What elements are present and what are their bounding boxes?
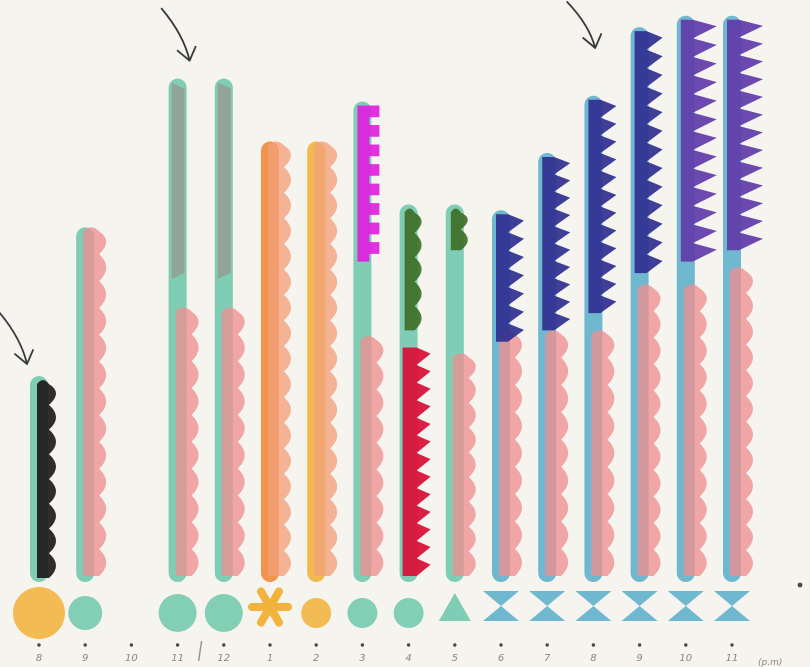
- wavy-overlay: [683, 284, 707, 576]
- tick-dot: [637, 643, 642, 647]
- top-accent: [727, 19, 763, 251]
- tick-dot: [175, 643, 180, 647]
- tick-label: 8: [36, 653, 42, 664]
- marker-circle: [393, 598, 424, 628]
- tick-dot: [499, 643, 503, 647]
- tick-label: 5: [452, 653, 458, 664]
- top-accent: [680, 19, 717, 262]
- tick-label: 3: [359, 653, 365, 664]
- marker-circle: [301, 598, 332, 628]
- annotation-layer: [0, 1, 603, 365]
- marker-bowtie: [714, 591, 750, 621]
- secondary-accent: [402, 347, 431, 576]
- marker-circle: [68, 596, 103, 630]
- tick-label: 2: [313, 653, 319, 664]
- tick-dot: [453, 643, 457, 647]
- wavy-overlay: [268, 141, 291, 576]
- x-axis-unit-label: (p.m): [758, 658, 782, 667]
- tick-dot: [684, 643, 688, 647]
- wavy-overlay: [221, 307, 245, 576]
- tick-label: 1: [267, 653, 273, 664]
- tick-label: 6: [498, 653, 504, 664]
- wavy-overlay: [637, 284, 661, 576]
- tick-dot: [129, 643, 134, 647]
- tick-dot: [545, 643, 549, 647]
- axis-end-dot: [797, 582, 803, 588]
- marker-triangle: [438, 593, 471, 621]
- tick-dot: [360, 643, 365, 647]
- tick-dot: [591, 643, 596, 647]
- tick-label: 8: [590, 653, 596, 664]
- arrow-annotation: [160, 7, 197, 62]
- arrow-annotation: [566, 1, 603, 49]
- tick-label: 12: [217, 653, 230, 664]
- marker-asterisk: [248, 587, 292, 627]
- tick-dot: [730, 643, 734, 647]
- wavy-overlay: [591, 330, 615, 576]
- marker-bowtie: [621, 591, 658, 621]
- top-accent: [542, 157, 571, 331]
- top-accent: [37, 380, 56, 578]
- marker-bowtie: [483, 591, 519, 621]
- wavy-layer: [83, 141, 753, 577]
- accent-layer: [37, 19, 763, 578]
- tick-dot: [222, 643, 226, 647]
- tick-label: 10: [679, 653, 692, 664]
- wavy-overlay: [314, 141, 338, 576]
- top-accent: [171, 82, 185, 279]
- wavy-overlay: [360, 336, 384, 576]
- tick-dot: [37, 643, 41, 647]
- wavy-overlay: [730, 267, 753, 576]
- tick-label: 7: [544, 653, 551, 664]
- wavy-overlay: [175, 307, 199, 576]
- tick-label: 11: [726, 653, 739, 664]
- tick-dot: [406, 643, 411, 647]
- tick-dot: [314, 643, 318, 647]
- bottom-marker-layer: [13, 587, 750, 639]
- stem-layer: [30, 15, 741, 583]
- tick-label: 11: [171, 653, 184, 664]
- marker-bowtie: [667, 591, 704, 621]
- wavy-overlay: [545, 330, 569, 576]
- top-accent: [357, 105, 380, 262]
- marker-bowtie: [529, 591, 566, 621]
- tick-label: 10: [125, 653, 138, 664]
- marker-circle: [347, 598, 378, 628]
- arrow-annotation: [0, 311, 34, 365]
- tick-dot: [268, 643, 272, 647]
- top-accent: [450, 208, 468, 251]
- marker-circle: [13, 587, 65, 639]
- top-accent: [217, 82, 231, 279]
- tick-separator: [197, 640, 203, 662]
- wavy-overlay: [499, 330, 522, 576]
- tick-dot: [83, 643, 87, 647]
- top-accent: [588, 99, 617, 314]
- top-accent: [634, 31, 663, 274]
- tick-label: 9: [82, 653, 88, 664]
- tick-label: 4: [405, 653, 411, 664]
- x-axis: 8 9 10 11 12 1 2 3 4 5 6 7 8 9 10 11: [36, 582, 803, 664]
- marker-bowtie: [575, 591, 612, 621]
- marker-circle: [204, 594, 243, 632]
- top-accent: [496, 214, 524, 342]
- tick-label: 9: [636, 653, 642, 664]
- wavy-overlay: [83, 227, 107, 577]
- wavy-overlay: [452, 353, 476, 576]
- top-accent: [404, 208, 422, 331]
- marker-circle: [158, 594, 197, 632]
